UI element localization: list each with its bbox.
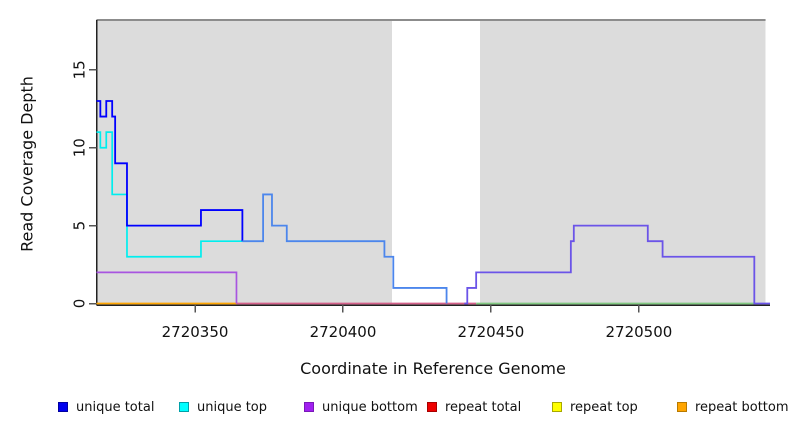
x-tick-label: 2720450 [458,323,525,341]
legend-swatch-icon [427,402,437,412]
legend-swatch-icon [179,402,189,412]
legend-label: repeat top [570,399,638,415]
y-tick-label: 10 [71,138,89,157]
legend-label: repeat bottom [695,399,789,415]
y-tick-label: 0 [71,299,89,309]
shaded-region [96,20,392,305]
y-tick-label: 15 [71,60,89,79]
y-tick-label: 5 [71,221,89,231]
legend-label: repeat total [445,399,522,415]
y-axis-title: Read Coverage Depth [17,76,37,252]
legend-label: unique bottom [322,399,418,415]
legend-swatch-icon [58,402,68,412]
x-axis-title: Coordinate in Reference Genome [300,359,566,378]
legend-swatch-icon [304,402,314,412]
series-line-unique-total [464,224,770,305]
shaded-region [480,20,766,305]
series-line-unique-bottom [96,271,238,304]
legend-swatch-icon [552,402,562,412]
x-tick-label: 2720400 [310,323,377,341]
legend-label: unique top [197,399,268,415]
legend-item-unique-bottom: unique bottom [304,399,418,415]
legend-item-unique-total: unique total [58,399,154,415]
x-tick-label: 2720500 [606,323,673,341]
legend-label: unique total [76,399,155,415]
legend-item-repeat-bottom: repeat bottom [677,399,789,415]
series-line-unique-total [242,193,448,304]
legend-item-unique-top: unique top [179,399,267,415]
series-line-unique-top [96,131,243,258]
series-line-unique-total [96,100,244,242]
x-tick-label: 2720350 [162,323,229,341]
legend-item-repeat-top: repeat top [552,399,638,415]
legend-swatch-icon [677,402,687,412]
legend-item-repeat-total: repeat total [427,399,521,415]
